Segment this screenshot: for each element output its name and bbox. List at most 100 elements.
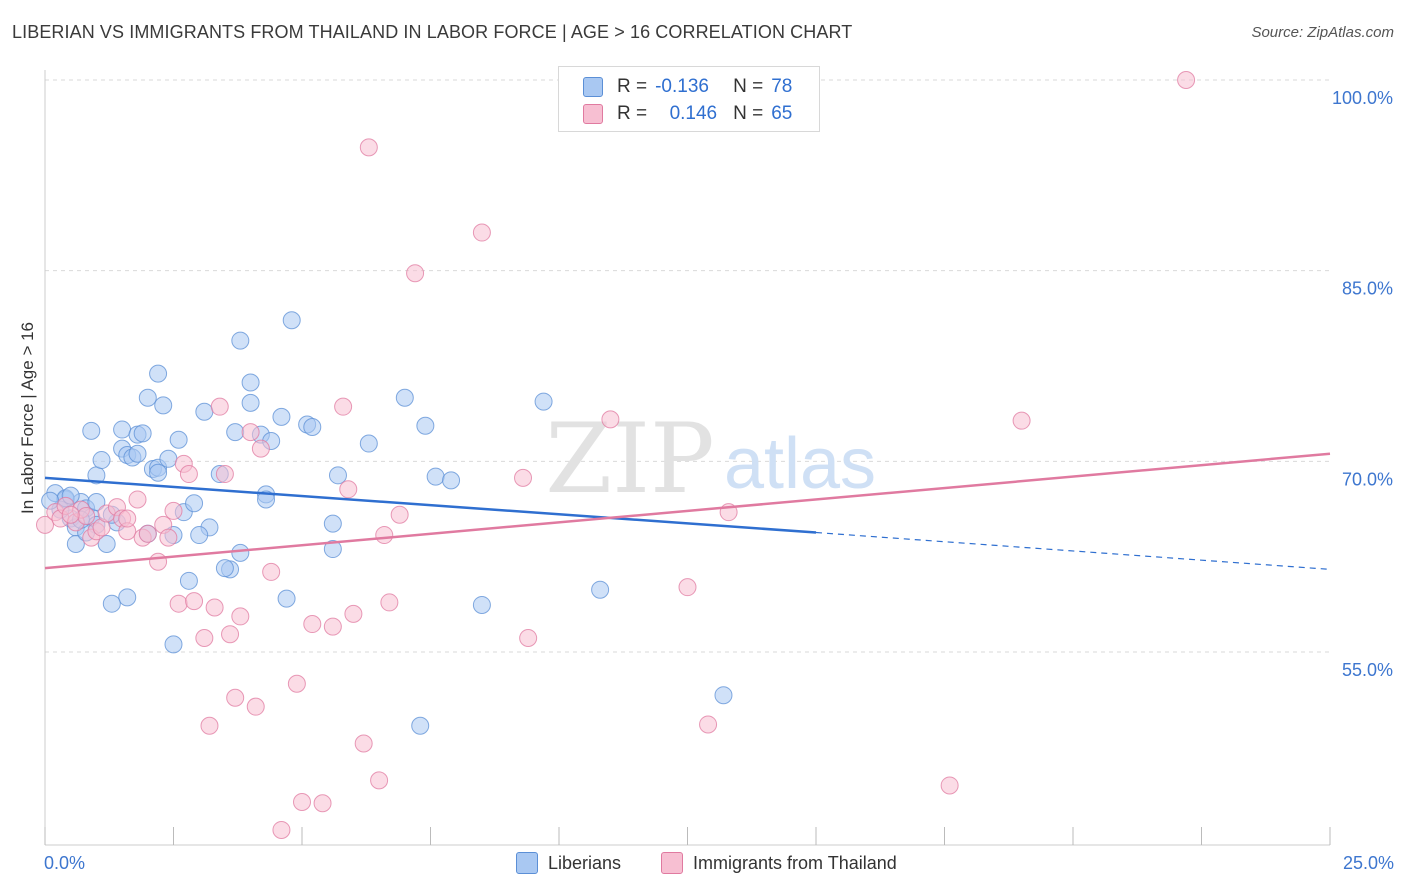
point-liberians bbox=[272, 407, 291, 426]
point-thailand bbox=[195, 629, 214, 648]
point-liberians bbox=[534, 392, 553, 411]
legend-swatch-liberians bbox=[583, 77, 603, 97]
point-liberians bbox=[169, 430, 188, 449]
point-liberians bbox=[133, 424, 152, 443]
point-liberians bbox=[472, 595, 491, 614]
point-thailand bbox=[390, 505, 409, 524]
point-liberians bbox=[442, 471, 461, 490]
y-tick-label: 100.0% bbox=[1332, 88, 1393, 108]
point-thailand bbox=[601, 410, 620, 429]
point-liberians bbox=[215, 559, 234, 578]
point-liberians bbox=[138, 388, 157, 407]
axes bbox=[44, 70, 1331, 846]
legend-item-thailand: Immigrants from Thailand bbox=[661, 852, 897, 874]
point-liberians bbox=[164, 635, 183, 654]
correlation-legend: R = -0.136 N = 78 R = 0.146 N = 65 bbox=[558, 66, 820, 132]
data-points bbox=[36, 71, 1196, 839]
point-thailand bbox=[215, 465, 234, 484]
point-thailand bbox=[334, 397, 353, 416]
point-thailand bbox=[200, 716, 219, 735]
point-liberians bbox=[359, 434, 378, 453]
point-liberians bbox=[395, 388, 414, 407]
point-thailand bbox=[169, 594, 188, 613]
point-liberians bbox=[411, 716, 430, 735]
point-liberians bbox=[154, 396, 173, 415]
trend-liberians-extension bbox=[815, 531, 1331, 570]
point-liberians bbox=[92, 451, 111, 470]
point-thailand bbox=[370, 771, 389, 790]
point-liberians bbox=[303, 418, 322, 437]
y-axis-label: In Labor Force | Age > 16 bbox=[18, 322, 37, 515]
y-tick-labels: 55.0% 70.0% 85.0% 100.0% bbox=[1332, 88, 1393, 680]
point-liberians bbox=[416, 416, 435, 435]
point-liberians bbox=[113, 420, 132, 439]
n-label: N = bbox=[733, 76, 764, 97]
point-thailand bbox=[138, 524, 157, 543]
point-liberians bbox=[149, 364, 168, 383]
point-thailand bbox=[118, 509, 137, 528]
y-tick-label: 55.0% bbox=[1342, 660, 1393, 680]
point-liberians bbox=[277, 589, 296, 608]
point-thailand bbox=[303, 615, 322, 634]
point-thailand bbox=[940, 776, 959, 795]
point-thailand bbox=[251, 439, 270, 458]
watermark-zip: ZIP bbox=[545, 403, 714, 515]
point-thailand bbox=[221, 625, 240, 644]
point-thailand bbox=[149, 552, 168, 571]
legend-label-thailand: Immigrants from Thailand bbox=[693, 852, 897, 873]
trend-liberians bbox=[44, 476, 817, 534]
point-liberians bbox=[97, 534, 116, 553]
point-liberians bbox=[426, 467, 445, 486]
x-tick-label: 0.0% bbox=[44, 853, 85, 873]
point-liberians bbox=[82, 421, 101, 440]
trend-thailand bbox=[44, 452, 1331, 570]
point-liberians bbox=[231, 331, 250, 350]
trend-lines bbox=[44, 452, 1331, 570]
n-label: N = bbox=[733, 103, 764, 124]
point-thailand bbox=[272, 820, 291, 839]
point-thailand bbox=[344, 604, 363, 623]
y-tick-label: 85.0% bbox=[1342, 279, 1393, 299]
point-thailand bbox=[323, 617, 342, 636]
point-liberians bbox=[282, 311, 301, 330]
point-thailand bbox=[339, 480, 358, 499]
point-thailand bbox=[61, 505, 80, 524]
point-liberians bbox=[195, 402, 214, 421]
point-thailand bbox=[205, 598, 224, 617]
watermark-atlas: atlas bbox=[724, 424, 876, 504]
point-thailand bbox=[246, 697, 265, 716]
point-thailand bbox=[262, 562, 281, 581]
point-liberians bbox=[190, 526, 209, 545]
point-liberians bbox=[226, 423, 245, 442]
point-thailand bbox=[128, 490, 147, 509]
x-tick-labels: 0.0% 25.0% bbox=[44, 853, 1394, 873]
point-thailand bbox=[179, 465, 198, 484]
series-legend: Liberians Immigrants from Thailand bbox=[0, 852, 1406, 878]
point-thailand bbox=[699, 715, 718, 734]
point-liberians bbox=[179, 571, 198, 590]
point-thailand bbox=[231, 607, 250, 626]
point-liberians bbox=[328, 466, 347, 485]
point-liberians bbox=[128, 444, 147, 463]
point-liberians bbox=[591, 580, 610, 599]
point-thailand bbox=[472, 223, 491, 242]
chart-title: LIBERIAN VS IMMIGRANTS FROM THAILAND IN … bbox=[12, 22, 853, 42]
legend-item-liberians: Liberians bbox=[516, 852, 621, 874]
point-liberians bbox=[102, 594, 121, 613]
r-label: R = bbox=[617, 103, 648, 124]
x-tick-label: 25.0% bbox=[1343, 853, 1394, 873]
point-thailand bbox=[514, 468, 533, 487]
point-thailand bbox=[241, 423, 260, 442]
point-thailand bbox=[164, 501, 183, 520]
point-thailand bbox=[313, 794, 332, 813]
point-thailand bbox=[210, 397, 229, 416]
point-liberians bbox=[323, 540, 342, 559]
point-thailand bbox=[678, 578, 697, 597]
point-liberians bbox=[714, 686, 733, 705]
point-thailand bbox=[354, 734, 373, 753]
point-liberians bbox=[257, 490, 276, 509]
point-liberians bbox=[241, 373, 260, 392]
point-liberians bbox=[87, 493, 106, 512]
point-thailand bbox=[287, 674, 306, 693]
